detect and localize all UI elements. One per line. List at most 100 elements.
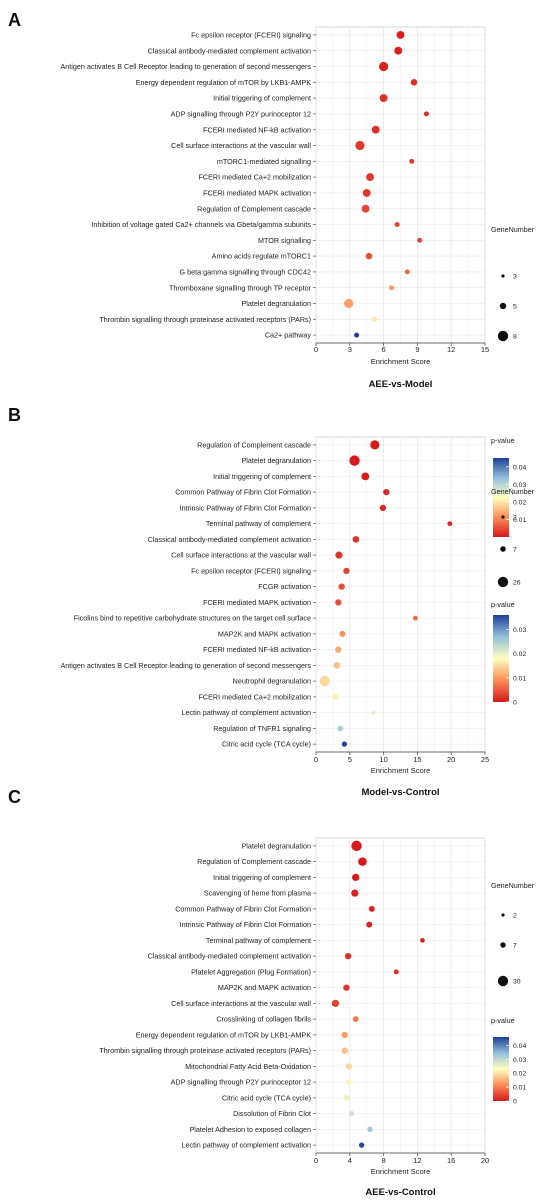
size-legend-label: 7 bbox=[513, 943, 517, 950]
x-tick-label: 5 bbox=[348, 755, 352, 764]
panel-title: AEE-vs-Model bbox=[369, 379, 433, 390]
x-tick-label: 8 bbox=[382, 1156, 386, 1165]
x-tick-label: 3 bbox=[348, 345, 352, 354]
term-label: Scavenging of heme from plasma bbox=[204, 889, 311, 898]
panel-title: AEE-vs-Control bbox=[365, 1187, 435, 1198]
term-label: Classical antibody-mediated complement a… bbox=[148, 535, 311, 544]
data-point bbox=[345, 1079, 352, 1086]
size-legend-label: 7 bbox=[513, 547, 517, 554]
data-point bbox=[412, 615, 418, 621]
x-tick-label: 0 bbox=[314, 345, 318, 354]
color-bar-label: 0.03 bbox=[513, 482, 526, 489]
term-label: Intrinsic Pathway of Fibrin Clot Formati… bbox=[180, 503, 311, 512]
data-point bbox=[447, 521, 453, 527]
color-bar bbox=[493, 1037, 509, 1101]
term-label: MTOR signalling bbox=[258, 236, 311, 245]
data-point bbox=[379, 94, 388, 103]
data-point bbox=[410, 79, 418, 86]
term-label: Regulation of TNFR1 signaling bbox=[213, 724, 311, 733]
data-point bbox=[343, 1094, 350, 1101]
data-point bbox=[331, 999, 340, 1008]
panel-label: B bbox=[8, 405, 21, 425]
size-legend-dot bbox=[501, 515, 505, 519]
size-legend-dot bbox=[500, 942, 506, 948]
data-point bbox=[338, 583, 345, 590]
data-point bbox=[361, 204, 370, 213]
term-label: Mitochondrial Fatty Acid Beta-Oxidation bbox=[185, 1062, 311, 1071]
data-point bbox=[351, 840, 362, 852]
data-point bbox=[332, 693, 339, 701]
data-point bbox=[394, 46, 403, 55]
size-legend-title: GeneNumber bbox=[491, 881, 535, 890]
term-label: Fc epsilon receptor (FCERI) signaling bbox=[191, 31, 311, 40]
data-point bbox=[349, 455, 360, 466]
data-point bbox=[371, 125, 380, 134]
color-bar-label: 0 bbox=[513, 1099, 517, 1106]
data-point bbox=[319, 675, 330, 687]
data-point bbox=[339, 630, 346, 637]
term-label: G beta:gamma signalling through CDC42 bbox=[180, 268, 311, 277]
size-legend-label: 5 bbox=[513, 304, 517, 311]
size-legend-label: 2 bbox=[513, 913, 517, 920]
term-label: Antigen activates B Cell Receptor leadin… bbox=[60, 661, 311, 670]
data-point bbox=[341, 1047, 348, 1054]
term-label: MAP2K and MAPK activation bbox=[218, 983, 311, 992]
term-label: Fc epsilon receptor (FCERI) signaling bbox=[191, 566, 311, 575]
data-point bbox=[354, 332, 360, 338]
data-point bbox=[351, 889, 359, 897]
data-point bbox=[409, 158, 415, 164]
data-point bbox=[335, 599, 342, 606]
data-point bbox=[371, 710, 376, 715]
x-tick-label: 12 bbox=[413, 1156, 421, 1165]
term-label: Citric acid cycle (TCA cycle) bbox=[222, 1093, 311, 1102]
color-bar-label: 0.02 bbox=[513, 1071, 526, 1078]
x-tick-label: 20 bbox=[447, 755, 455, 764]
data-point bbox=[378, 61, 389, 72]
color-bar-label: 0.04 bbox=[513, 464, 526, 471]
term-label: Lectin pathway of complement activation bbox=[182, 708, 311, 717]
term-label: mTORC1-mediated signalling bbox=[217, 157, 311, 166]
data-point bbox=[367, 1126, 373, 1133]
x-tick-label: 10 bbox=[379, 755, 387, 764]
term-label: Cell surface interactions at the vascula… bbox=[171, 999, 311, 1008]
term-label: FCERI mediated MAPK activation bbox=[203, 598, 311, 607]
term-label: Initial triggering of complement bbox=[213, 873, 311, 882]
data-point bbox=[362, 188, 371, 197]
data-point bbox=[341, 1031, 348, 1039]
data-point bbox=[417, 237, 423, 243]
x-tick-label: 12 bbox=[447, 345, 455, 354]
data-point bbox=[358, 857, 367, 866]
size-legend-dot bbox=[501, 274, 505, 278]
data-point bbox=[337, 725, 344, 732]
term-label: Initial triggering of complement bbox=[213, 472, 311, 481]
panel-label: C bbox=[8, 787, 21, 807]
x-tick-label: 6 bbox=[382, 345, 386, 354]
data-point bbox=[383, 488, 390, 496]
color-bar-label: 0.01 bbox=[513, 675, 526, 682]
term-label: Cell surface interactions at the vascula… bbox=[171, 141, 311, 150]
x-tick-label: 15 bbox=[481, 345, 489, 354]
x-tick-label: 4 bbox=[348, 1156, 352, 1165]
data-point bbox=[370, 440, 380, 450]
x-tick-label: 25 bbox=[481, 755, 489, 764]
size-legend-label: 30 bbox=[513, 979, 521, 986]
x-axis-label: Enrichment Score bbox=[371, 1167, 431, 1176]
term-label: Initial triggering of complement bbox=[213, 94, 311, 103]
term-label: Common Pathway of Fibrin Clot Formation bbox=[175, 488, 311, 497]
panel-title: Model-vs-Control bbox=[361, 787, 439, 798]
color-bar bbox=[493, 615, 509, 702]
size-legend-dot bbox=[497, 975, 509, 987]
term-label: FCERI mediated MAPK activation bbox=[203, 189, 311, 198]
data-point bbox=[394, 222, 400, 227]
term-label: Regulation of Complement cascade bbox=[197, 857, 311, 866]
term-label: Crosslinking of collagen fibrils bbox=[216, 1015, 311, 1024]
data-point bbox=[355, 140, 365, 151]
x-axis-label: Enrichment Score bbox=[371, 766, 431, 775]
term-label: Regulation of Complement cascade bbox=[197, 204, 311, 213]
term-label: FCERI mediated Ca+2 mobilization bbox=[199, 692, 311, 701]
term-label: Thrombin signalling through proteinase a… bbox=[99, 1046, 311, 1055]
data-point bbox=[365, 252, 373, 260]
term-label: FCGR activation bbox=[258, 582, 311, 591]
x-tick-label: 9 bbox=[415, 345, 419, 354]
